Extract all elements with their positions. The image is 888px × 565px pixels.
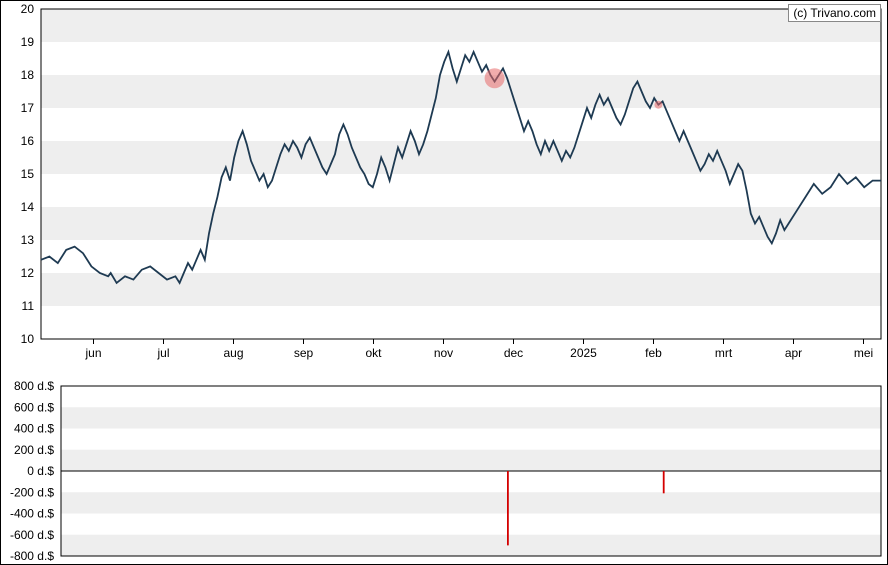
y-tick-label: -600 d.$ xyxy=(10,528,54,542)
price-chart: 10 11 12 13 14 15 16 17 18 19 20 jun jul aug sep okt nov… xyxy=(1,1,887,361)
x-tick-label: sep xyxy=(294,346,314,360)
y-tick-label: -200 d.$ xyxy=(10,485,54,499)
y-tick-label: 17 xyxy=(21,101,35,115)
y-tick-label: 12 xyxy=(21,266,35,280)
event-marker xyxy=(485,68,505,88)
x-tick-label: okt xyxy=(365,346,382,360)
x-tick-label: aug xyxy=(223,346,243,360)
y-tick-label: 600 d.$ xyxy=(14,400,54,414)
y-tick-label: 18 xyxy=(21,68,35,82)
y-tick-label: 0 d.$ xyxy=(27,464,54,478)
event-marker xyxy=(654,101,662,109)
attribution-label: (c) Trivano.com xyxy=(788,4,881,22)
y-tick-label: -800 d.$ xyxy=(10,549,54,561)
y-tick-label: 16 xyxy=(21,134,35,148)
x-tick-label: mrt xyxy=(715,346,733,360)
x-tick-label: mei xyxy=(854,346,873,360)
volume-chart: -800 d.$ -600 d.$ -400 d.$ -200 d.$ 0 d.$ 200… xyxy=(1,381,887,561)
x-tick-label: nov xyxy=(434,346,453,360)
x-tick-label: feb xyxy=(645,346,662,360)
x-tick-label: 2025 xyxy=(570,346,597,360)
x-tick-label: apr xyxy=(785,346,802,360)
y-tick-label: 800 d.$ xyxy=(14,381,54,393)
y-tick-label: 15 xyxy=(21,167,35,181)
x-tick-label: jul xyxy=(156,346,169,360)
y-tick-label: 400 d.$ xyxy=(14,422,54,436)
chart-container: (c) Trivano.com 10 11 12 13 14 15 16 17 18 19 20 ju… xyxy=(0,0,888,565)
y-tick-label: 10 xyxy=(21,332,35,346)
x-tick-label: dec xyxy=(504,346,523,360)
y-tick-label: -400 d.$ xyxy=(10,507,54,521)
y-tick-label: 14 xyxy=(21,200,35,214)
y-tick-label: 20 xyxy=(21,2,35,16)
y-tick-label: 200 d.$ xyxy=(14,443,54,457)
y-tick-label: 13 xyxy=(21,233,35,247)
y-tick-label: 11 xyxy=(22,299,35,313)
x-tick-label: jun xyxy=(84,346,101,360)
y-tick-label: 19 xyxy=(21,35,35,49)
